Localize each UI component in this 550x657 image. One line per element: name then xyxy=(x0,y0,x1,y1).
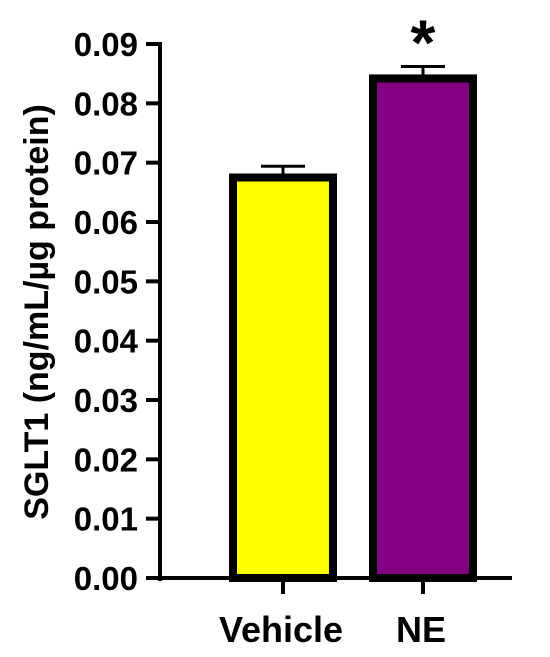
y-tick-label: 0.08 xyxy=(74,85,138,122)
y-tick-label: 0.07 xyxy=(74,145,138,182)
y-tick-label: 0.02 xyxy=(74,441,138,478)
x-tick-label: NE xyxy=(396,609,446,650)
y-axis-title: SGLT1 (ng/mL/µg protein) xyxy=(18,104,56,520)
y-tick-label: 0.05 xyxy=(74,263,138,300)
y-tick-label: 0.09 xyxy=(74,26,138,63)
y-tick-label: 0.03 xyxy=(74,382,138,419)
bar-vehicle xyxy=(229,173,337,582)
bar-ne xyxy=(369,74,477,582)
y-tick-label: 0.00 xyxy=(74,560,138,597)
y-tick-label: 0.04 xyxy=(74,323,139,360)
x-tick-label: Vehicle xyxy=(219,609,343,650)
y-tick-label: 0.01 xyxy=(74,501,138,538)
y-tick-label: 0.06 xyxy=(74,204,138,241)
significance-marker: * xyxy=(411,7,436,79)
plot-area: 0.00 0.01 0.02 0.03 0.04 0.05 0.06 0.07 0.08 0.09… xyxy=(74,7,512,650)
